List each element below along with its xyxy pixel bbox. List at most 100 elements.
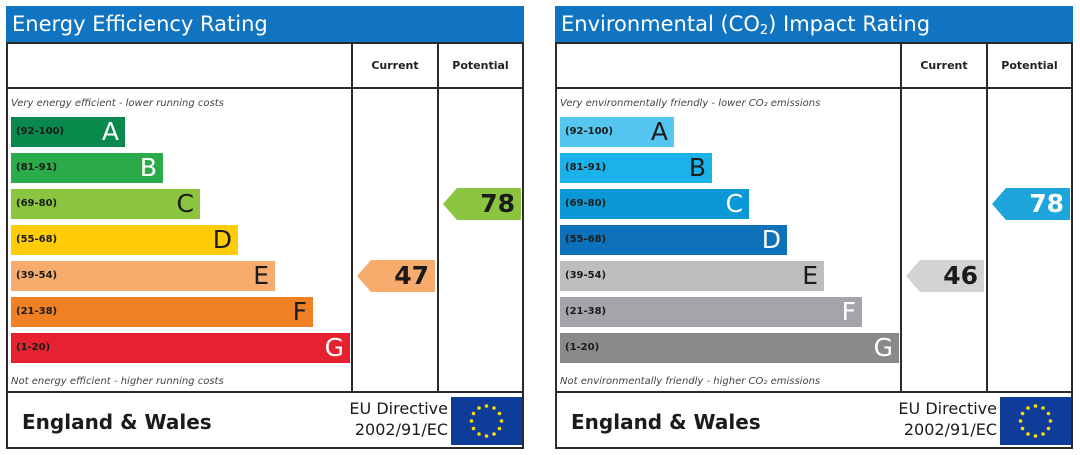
band-range: (81-91) — [565, 162, 607, 173]
eu-flag-stars — [469, 404, 504, 438]
note-bottom: Not environmentally friendly - higher CO… — [560, 376, 821, 387]
current-header: Current — [920, 59, 968, 72]
band-range: (39-54) — [565, 270, 607, 281]
chart-title: Environmental (CO2) Impact Rating — [555, 6, 1073, 42]
band-range: (55-68) — [565, 234, 607, 245]
arrow-body — [371, 260, 435, 292]
band-range: (1-20) — [16, 342, 51, 353]
eu-flag-stars — [1018, 404, 1053, 438]
rating-band-b: (81-91) B — [560, 153, 712, 183]
star-icon — [477, 432, 481, 436]
current-rating-value: 46 — [943, 261, 978, 290]
arrow-tip — [992, 188, 1006, 220]
star-icon — [497, 411, 502, 416]
star-icon — [1041, 406, 1045, 410]
star-icon — [497, 426, 502, 431]
potential-header: Potential — [452, 59, 509, 72]
star-icon — [492, 406, 496, 410]
band-range: (69-80) — [16, 198, 58, 209]
potential-rating-arrow: 78 — [992, 188, 1070, 220]
band-range: (92-100) — [565, 126, 614, 137]
arrow-tip — [443, 188, 457, 220]
band-letter: A — [101, 117, 119, 146]
rating-band-e: (39-54) E — [11, 261, 275, 291]
arrow-body — [1006, 188, 1070, 220]
star-icon — [1048, 419, 1053, 423]
rating-band-c: (69-80) C — [560, 189, 749, 219]
directive-line-1: EU Directive — [898, 399, 997, 418]
divider — [557, 87, 1071, 89]
divider — [557, 391, 1071, 393]
directive-line-1: EU Directive — [349, 399, 448, 418]
title-end: ) Impact Rating — [768, 12, 931, 36]
note-top: Very environmentally friendly - lower CO… — [560, 98, 821, 109]
rating-band-g: (1-20) G — [11, 333, 350, 363]
title-subscript: 2 — [759, 23, 769, 38]
chart-frame: Current Potential Very energy efficient … — [6, 42, 524, 449]
divider — [986, 44, 988, 393]
star-icon — [471, 426, 476, 431]
current-rating-arrow: 46 — [906, 260, 984, 292]
rating-band-a: (92-100) A — [11, 117, 125, 147]
arrow-tip — [906, 260, 920, 292]
star-icon — [484, 404, 489, 408]
band-range: (1-20) — [565, 342, 600, 353]
energy-efficiency-chart: Energy Efficiency Rating Current Potenti… — [6, 6, 524, 449]
band-range: (21-38) — [565, 306, 607, 317]
divider — [351, 44, 353, 393]
rating-band-f: (21-38) F — [11, 297, 313, 327]
environmental-impact-chart: Environmental (CO2) Impact Rating Curren… — [555, 6, 1073, 449]
star-icon — [1046, 426, 1051, 431]
potential-rating-value: 78 — [1029, 189, 1064, 218]
chart-title: Energy Efficiency Rating — [6, 6, 524, 42]
arrow-body — [920, 260, 984, 292]
band-letter: D — [212, 225, 232, 254]
rating-band-g: (1-20) G — [560, 333, 899, 363]
band-range: (21-38) — [16, 306, 58, 317]
band-letter: C — [176, 189, 194, 218]
note-bottom: Not energy efficient - higher running co… — [11, 376, 224, 387]
band-letter: G — [873, 333, 893, 362]
rating-band-f: (21-38) F — [560, 297, 862, 327]
rating-band-d: (55-68) D — [11, 225, 238, 255]
star-icon — [499, 419, 504, 423]
rating-band-e: (39-54) E — [560, 261, 824, 291]
band-letter: D — [761, 225, 781, 254]
chart-frame: Current Potential Very environmentally f… — [555, 42, 1073, 449]
star-icon — [1020, 411, 1025, 416]
rating-band-c: (69-80) C — [11, 189, 200, 219]
band-letter: G — [324, 333, 344, 362]
star-icon — [484, 434, 489, 438]
band-letter: E — [802, 261, 818, 290]
divider — [437, 44, 439, 393]
star-icon — [1046, 411, 1051, 416]
note-top: Very energy efficient - lower running co… — [11, 98, 224, 109]
star-icon — [477, 406, 481, 410]
star-icon — [1026, 432, 1030, 436]
divider — [8, 391, 522, 393]
band-letter: E — [253, 261, 269, 290]
directive-line-2: 2002/91/EC — [903, 420, 997, 439]
region-label: England & Wales — [571, 410, 761, 434]
potential-header: Potential — [1001, 59, 1058, 72]
band-letter: B — [139, 153, 157, 182]
band-range: (55-68) — [16, 234, 58, 245]
band-letter: C — [725, 189, 743, 218]
directive-line-2: 2002/91/EC — [354, 420, 448, 439]
star-icon — [1041, 432, 1045, 436]
band-range: (69-80) — [565, 198, 607, 209]
band-letter: F — [841, 297, 856, 326]
rating-band-b: (81-91) B — [11, 153, 163, 183]
band-letter: B — [688, 153, 706, 182]
rating-band-a: (92-100) A — [560, 117, 674, 147]
eu-directive: EU Directive 2002/91/EC — [308, 398, 448, 440]
star-icon — [1033, 434, 1038, 438]
band-letter: F — [292, 297, 307, 326]
star-icon — [469, 419, 474, 423]
band-range: (81-91) — [16, 162, 58, 173]
current-rating-arrow: 47 — [357, 260, 435, 292]
region-label: England & Wales — [22, 410, 212, 434]
band-letter: A — [650, 117, 668, 146]
potential-rating-value: 78 — [480, 189, 515, 218]
potential-rating-arrow: 78 — [443, 188, 521, 220]
